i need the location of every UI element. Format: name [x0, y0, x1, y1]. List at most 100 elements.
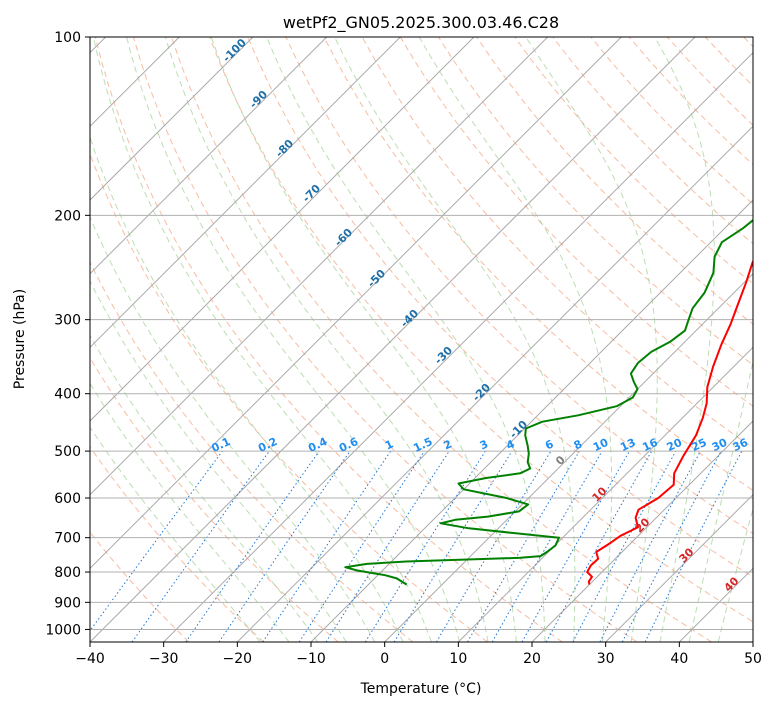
moist-adiabat: [92, 37, 432, 642]
isotherm: [310, 199, 753, 642]
mixing-ratio-label: 20: [665, 436, 685, 454]
y-tick-label: 500: [54, 444, 81, 460]
isotherm: [236, 125, 753, 642]
dry-adiabat: [285, 37, 753, 535]
x-tick-label: −40: [75, 651, 105, 667]
dry-adiabat: [171, 37, 712, 642]
moist-adiabat: [90, 426, 261, 642]
x-tick-label: 50: [744, 651, 762, 667]
line-labels: 0.1 0.2 0.4 0.6 1 1.5 2 3 4 6 8 10 13 16 20 25 30 36-100-…: [209, 36, 750, 595]
dry-adiabat: [323, 37, 753, 491]
isotherm: [457, 346, 753, 642]
y-tick-label: 200: [54, 208, 81, 224]
moist-adiabat: [90, 334, 319, 642]
x-tick-label: −20: [223, 651, 253, 667]
moist-adiabat: [90, 215, 376, 642]
y-tick-label: 1000: [45, 622, 81, 638]
mixing-ratio-label: 30: [710, 436, 730, 454]
isotherm-label: -100: [220, 36, 249, 65]
x-axis-label: Temperature (°C): [360, 681, 482, 697]
pressure-gridlines: [90, 37, 753, 630]
isotherm: [90, 37, 328, 275]
moist-adiabat: [164, 37, 489, 642]
moist-adiabat: [688, 358, 753, 642]
y-tick-label: 600: [54, 491, 81, 507]
isotherm: [90, 37, 254, 201]
moist-adiabat: [717, 506, 753, 642]
mixing-ratio-label: 36: [731, 436, 751, 454]
mixing-ratio-label: 2: [442, 437, 454, 452]
background-lines: [90, 37, 753, 642]
isotherm: [531, 420, 753, 642]
x-tick-label: 0: [380, 651, 389, 667]
mixing-ratio-label: 0.4: [306, 435, 329, 455]
y-tick-label: 700: [54, 531, 81, 547]
y-tick-label: 400: [54, 387, 81, 403]
moist-adiabat: [334, 37, 576, 642]
chart-title: wetPf2_GN05.2025.300.03.46.C28: [283, 13, 559, 33]
isotherm: [90, 37, 549, 496]
mixing-ratio-label: 0.6: [337, 435, 360, 455]
isotherm-label: -30: [432, 344, 455, 367]
y-axis-label: Pressure (hPa): [12, 289, 28, 389]
moist-adiabat: [525, 37, 658, 642]
profile-lines: [344, 218, 753, 586]
isotherm-label: 10: [590, 484, 610, 504]
dry-adiabat: [94, 37, 563, 642]
mixing-ratio-label: 25: [689, 436, 708, 454]
isotherm-label: 30: [677, 545, 697, 565]
mixing-ratio-label: 3: [478, 437, 490, 452]
isotherm: [163, 51, 753, 642]
x-tick-label: 40: [670, 651, 688, 667]
dry-adiabat: [514, 37, 753, 285]
mixing-ratio-line: [298, 450, 425, 642]
y-axis: 100 200 300 400 500 600 700 800 900 1000: [45, 30, 90, 638]
isotherm-label: -80: [273, 137, 296, 160]
mixing-ratio-line: [545, 450, 653, 642]
moist-adiabat: [654, 37, 715, 642]
mixing-ratio-line: [572, 450, 677, 642]
x-tick-label: −10: [296, 651, 326, 667]
mixing-ratio-label: 16: [640, 436, 660, 454]
mixing-ratio-line: [435, 450, 552, 642]
plot-frame: [89, 36, 754, 643]
x-tick-label: 20: [523, 651, 541, 667]
dry-adiabat: [209, 37, 753, 623]
mixing-ratio-line: [521, 450, 630, 642]
moist-adiabat: [418, 37, 613, 642]
mixing-ratio-line: [131, 450, 270, 642]
isotherm: [90, 37, 622, 570]
moist-adiabat: [266, 37, 546, 642]
dry-adiabat: [476, 37, 753, 325]
x-tick-label: −30: [149, 651, 179, 667]
dry-adiabat: [90, 260, 414, 642]
isotherm: [384, 272, 753, 642]
isotherm: [605, 493, 753, 642]
moist-adiabat: [90, 135, 404, 642]
moist-adiabat: [126, 37, 461, 642]
mixing-ratio-label: 6: [543, 437, 556, 452]
mixing-ratio-line: [90, 450, 223, 632]
dry-adiabat: [90, 356, 339, 642]
mixing-ratio-line: [325, 450, 450, 642]
y-tick-label: 800: [54, 565, 81, 581]
moist-adiabat: [210, 37, 517, 642]
isotherm-label: 40: [722, 574, 742, 594]
y-tick-label: 100: [54, 30, 81, 46]
mixing-ratio-line: [644, 450, 743, 642]
profile-line-0: [586, 259, 753, 585]
mixing-ratio-line: [262, 450, 392, 642]
isotherm-label: -40: [398, 307, 421, 330]
x-tick-label: 30: [597, 651, 615, 667]
isotherm-label: -20: [470, 381, 493, 404]
x-tick-label: 10: [449, 651, 467, 667]
y-tick-label: 900: [54, 595, 81, 611]
mixing-ratio-line: [185, 450, 320, 642]
dry-adiabat: [704, 37, 753, 87]
isotherm-label: -50: [365, 267, 388, 290]
profile-line-1: [344, 218, 753, 586]
mixing-ratio-label: 0.2: [256, 435, 279, 455]
isotherm: [90, 37, 696, 642]
isotherm-label: -90: [247, 88, 270, 111]
